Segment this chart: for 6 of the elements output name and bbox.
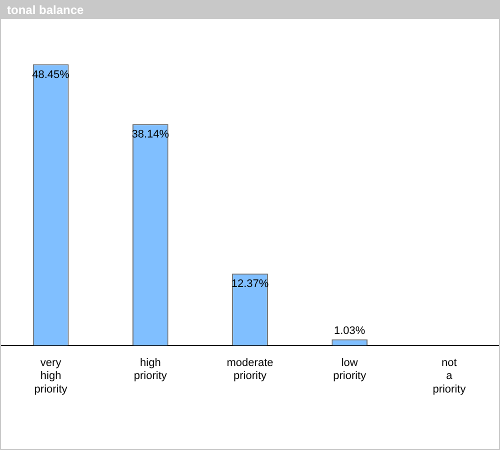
x-tick-label: high priority	[134, 357, 168, 382]
x-tick-label: not a priority	[432, 357, 466, 396]
x-tick-label: very high priority	[34, 357, 68, 396]
data-label: 1.03%	[334, 324, 366, 337]
x-tick-label: low priority	[333, 357, 367, 382]
x-tick-label: moderate priority	[226, 357, 274, 382]
